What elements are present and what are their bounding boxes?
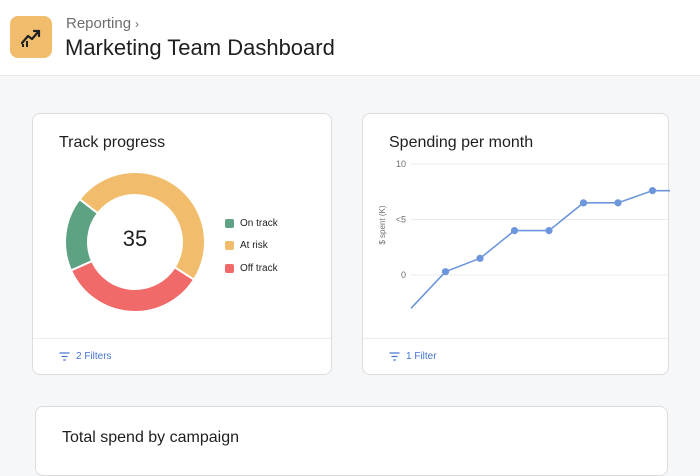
- data-point[interactable]: [510, 227, 519, 235]
- y-tick-label: <5: [396, 215, 406, 225]
- donut-legend: On track At risk Off track: [225, 212, 278, 280]
- data-point[interactable]: [648, 187, 657, 195]
- filter-icon: [59, 352, 70, 361]
- legend-swatch: [225, 263, 234, 273]
- legend-item-on-track: On track: [225, 212, 278, 235]
- track-progress-title: Track progress: [59, 134, 166, 151]
- spending-footer: 1 Filter: [363, 338, 668, 374]
- spending-title: Spending per month: [389, 134, 534, 151]
- legend-swatch: [225, 241, 234, 251]
- total-spend-title: Total spend by campaign: [62, 429, 239, 446]
- filters-label[interactable]: 2 Filters: [76, 351, 112, 362]
- filter-button[interactable]: 1 Filter: [389, 351, 437, 362]
- donut-chart: [64, 171, 206, 313]
- y-tick-label: 10: [396, 159, 406, 169]
- breadcrumb[interactable]: Reporting ›: [66, 15, 139, 32]
- filter-icon: [389, 352, 400, 361]
- donut-slice-at-risk[interactable]: [78, 171, 206, 282]
- y-axis-label: $ spent (K): [378, 205, 387, 244]
- total-spend-card: Total spend by campaign: [35, 406, 668, 476]
- legend-swatch: [225, 218, 234, 228]
- page-header: Reporting › Marketing Team Dashboard: [0, 0, 700, 76]
- track-progress-footer: 2 Filters: [33, 338, 331, 374]
- line-chart: 10 <5 0 $ spent (K): [378, 159, 670, 309]
- data-point[interactable]: [476, 254, 484, 262]
- series-line: [410, 189, 670, 309]
- data-point[interactable]: [441, 268, 450, 276]
- trending-up-icon[interactable]: [10, 16, 52, 58]
- data-point[interactable]: [545, 227, 553, 235]
- donut-slice-off-track[interactable]: [69, 259, 196, 313]
- y-tick-label: 0: [401, 270, 406, 280]
- legend-label: At risk: [240, 240, 268, 252]
- data-point[interactable]: [579, 199, 588, 207]
- track-progress-card: Track progress 35 On track At risk Off tra…: [32, 113, 332, 375]
- chevron-right-icon: ›: [135, 16, 140, 31]
- legend-item-at-risk: At risk: [225, 235, 278, 258]
- filter-label[interactable]: 1 Filter: [406, 351, 437, 362]
- page-title: Marketing Team Dashboard: [65, 35, 335, 60]
- legend-item-off-track: Off track: [225, 257, 278, 280]
- donut-center-value: 35: [122, 226, 148, 251]
- filters-button[interactable]: 2 Filters: [59, 351, 112, 362]
- legend-label: On track: [240, 217, 278, 229]
- legend-label: Off track: [240, 262, 278, 274]
- spending-card: Spending per month 10 <5 0 $ spent (K) 1 Fi…: [362, 113, 670, 375]
- breadcrumb-reporting[interactable]: Reporting: [66, 15, 132, 32]
- data-point[interactable]: [614, 199, 622, 207]
